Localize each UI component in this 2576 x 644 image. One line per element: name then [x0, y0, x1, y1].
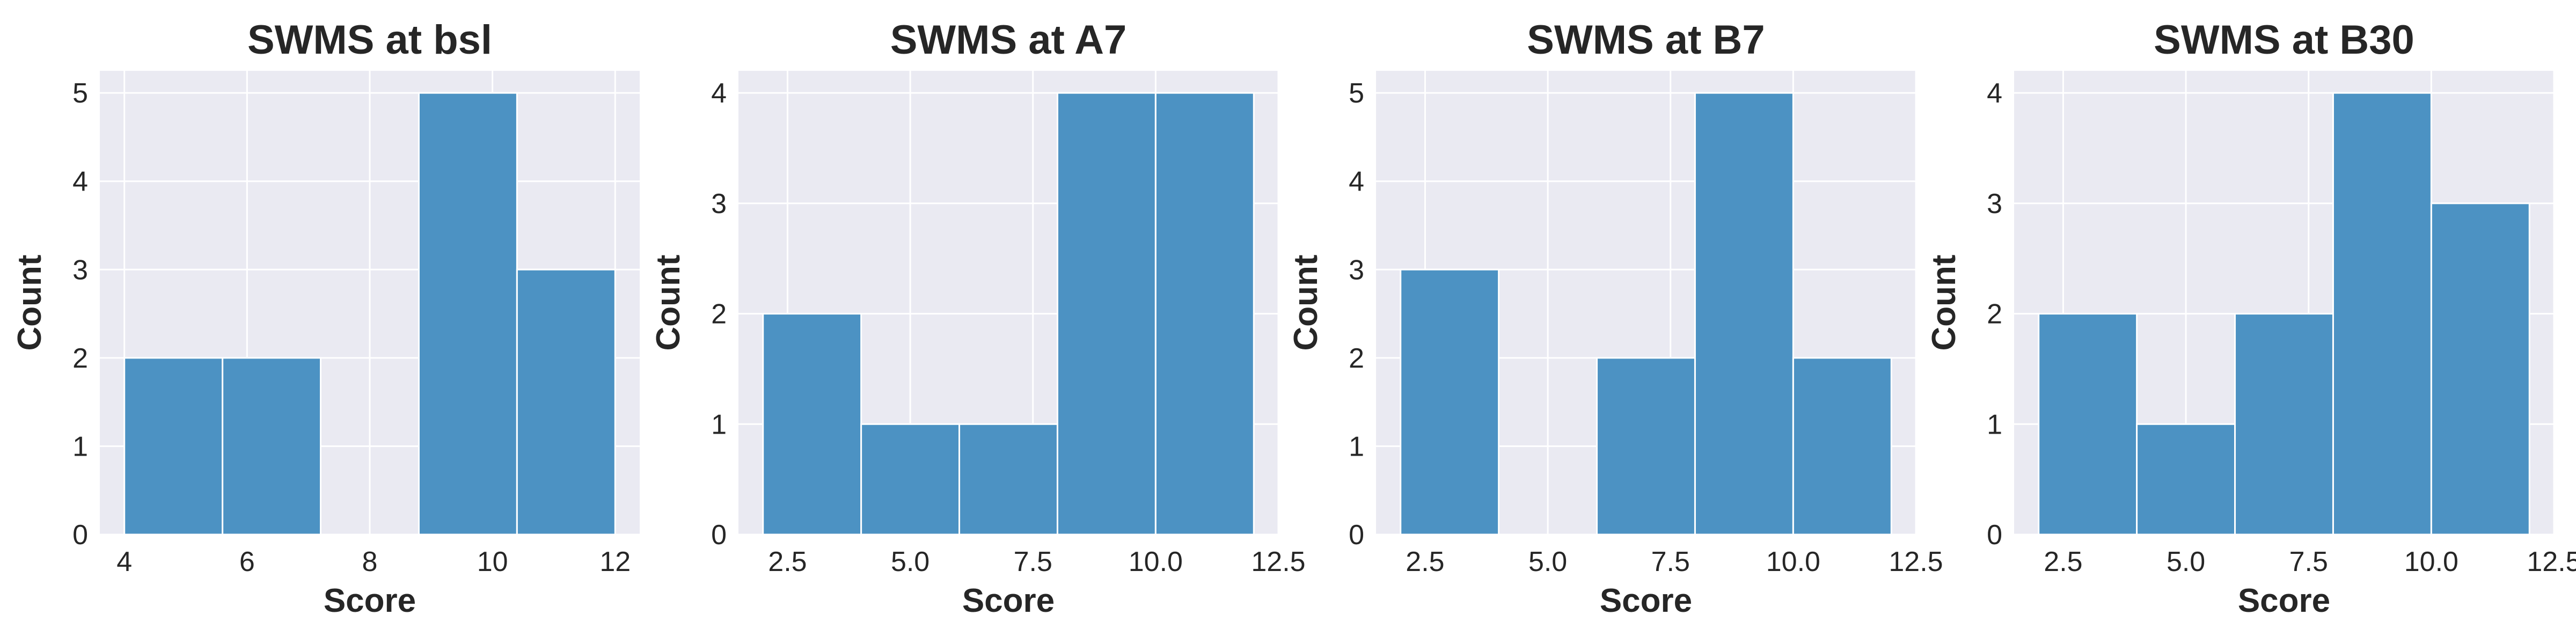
x-tick-label: 10.0: [2404, 546, 2458, 577]
x-tick-label: 2.5: [768, 546, 807, 577]
x-tick-label: 7.5: [1651, 546, 1690, 577]
x-tick-label: 5.0: [891, 546, 930, 577]
histogram-bar: [2038, 313, 2138, 536]
histogram-bar: [1154, 92, 1255, 536]
histogram-bar: [1792, 357, 1892, 536]
x-tick-label: 7.5: [1014, 546, 1052, 577]
histogram-bar: [1056, 92, 1157, 536]
panel-title: SWMS at bsl: [247, 17, 492, 63]
x-tick-label: 12.5: [2527, 546, 2576, 577]
x-tick-label: 10.0: [1129, 546, 1183, 577]
histogram-bar: [2136, 423, 2236, 536]
y-tick-label: 1: [1987, 409, 2002, 440]
y-tick-label: 2: [72, 343, 88, 374]
y-axis-label: Count: [1926, 254, 1963, 350]
panel-title: SWMS at B30: [2154, 17, 2414, 63]
y-tick-label: 2: [1987, 299, 2002, 330]
x-tick-label: 12: [599, 546, 631, 577]
y-tick-label: 1: [1349, 431, 1364, 462]
histogram-bar: [762, 313, 862, 536]
x-tick-label: 2.5: [1406, 546, 1444, 577]
y-tick-label: 0: [72, 519, 88, 551]
histogram-panel: 0 1 2 3 4 5 2.5 5.0 7.5 10.0 12.5 SWMS at B7 Score Co…: [1287, 17, 1943, 619]
x-tick-label: 8: [362, 546, 378, 577]
x-tick-label: 6: [239, 546, 255, 577]
x-tick-label: 5.0: [2167, 546, 2205, 577]
y-tick-label: 3: [1349, 254, 1364, 286]
x-axis-label: Score: [2238, 582, 2330, 619]
x-tick-label: 4: [116, 546, 132, 577]
y-tick-label: 0: [1349, 519, 1364, 551]
y-tick-label: 1: [711, 409, 727, 440]
x-tick-label: 12.5: [1251, 546, 1305, 577]
histogram-panel: 0 1 2 3 4 2.5 5.0 7.5 10.0 12.5 SWMS at B30 Score Co…: [1926, 17, 2576, 619]
panel-title: SWMS at B7: [1527, 17, 1765, 63]
y-tick-label: 4: [1987, 78, 2002, 109]
x-tick-label: 10: [477, 546, 508, 577]
histogram-bar: [1596, 357, 1696, 536]
histogram-bar: [2430, 202, 2530, 536]
x-tick-label: 2.5: [2044, 546, 2082, 577]
y-tick-label: 2: [711, 299, 727, 330]
y-tick-label: 4: [711, 78, 727, 109]
x-axis-label: Score: [962, 582, 1055, 619]
y-tick-label: 3: [72, 254, 88, 286]
y-axis-label: Count: [11, 254, 48, 350]
y-axis-label: Count: [1287, 254, 1324, 350]
histogram-bar: [1400, 268, 1500, 536]
y-tick-label: 3: [1987, 188, 2002, 219]
y-tick-label: 0: [711, 519, 727, 551]
histogram-bar: [2234, 313, 2334, 536]
y-axis-label: Count: [650, 254, 687, 350]
y-tick-label: 5: [1349, 78, 1364, 109]
x-axis-label: Score: [324, 582, 416, 619]
histogram-bar: [123, 357, 224, 536]
y-tick-label: 0: [1987, 519, 2002, 551]
y-tick-label: 4: [72, 166, 88, 197]
histogram-bar: [2332, 92, 2432, 536]
y-tick-label: 4: [1349, 166, 1364, 197]
histogram-bar: [1694, 92, 1794, 536]
histogram-bar: [418, 92, 518, 536]
histogram-bar: [958, 423, 1058, 536]
histogram-bar: [222, 357, 322, 536]
histogram-panel: 0 1 2 3 4 2.5 5.0 7.5 10.0 12.5 SWMS at A7 Score Cou…: [650, 17, 1306, 619]
x-axis-label: Score: [1600, 582, 1692, 619]
x-tick-label: 12.5: [1889, 546, 1943, 577]
x-tick-label: 7.5: [2289, 546, 2328, 577]
x-tick-label: 10.0: [1766, 546, 1820, 577]
x-tick-label: 5.0: [1528, 546, 1567, 577]
histogram-bar: [860, 423, 961, 536]
panel-title: SWMS at A7: [890, 17, 1127, 63]
y-tick-label: 3: [711, 188, 727, 219]
y-tick-label: 2: [1349, 343, 1364, 374]
y-tick-label: 1: [72, 431, 88, 462]
y-tick-label: 5: [72, 78, 88, 109]
histogram-bar: [516, 268, 616, 536]
